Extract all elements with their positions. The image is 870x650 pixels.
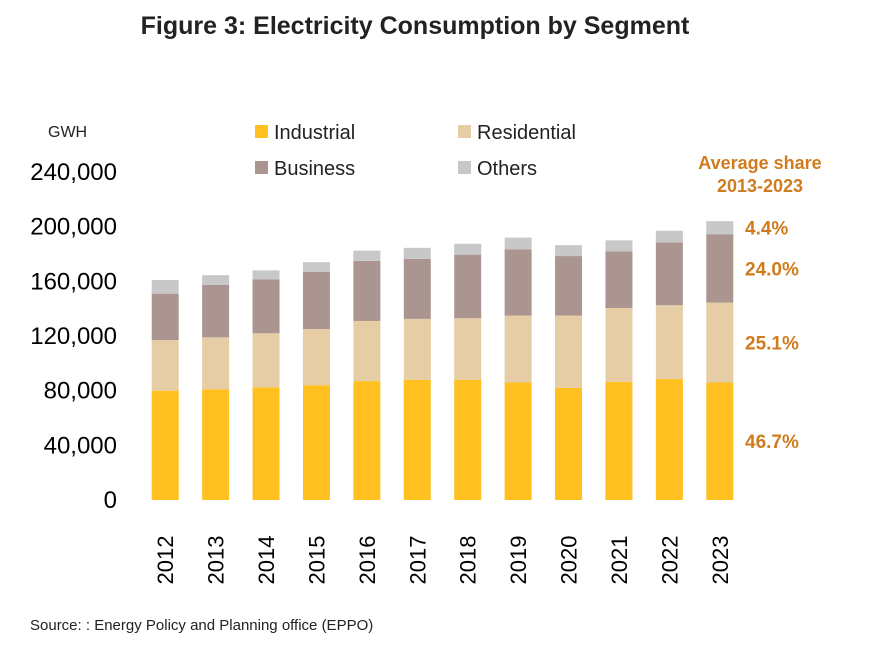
bar-stacks — [151, 221, 734, 500]
bar-segment-others — [151, 279, 179, 294]
bar-segment-business — [555, 256, 583, 316]
bar-segment-residential — [202, 337, 230, 390]
y-axis: 0 40,000 80,000 120,000 160,000 200,000 240,00… — [30, 159, 117, 514]
bar-segment-industrial — [252, 387, 280, 500]
bar-segment-industrial — [555, 387, 583, 500]
bar-segment-industrial — [706, 382, 734, 500]
bar-segment-others — [252, 270, 280, 280]
average-share-heading: Average share 2013-2023 — [690, 152, 830, 198]
legend-label-others: Others — [477, 158, 537, 180]
bar-segment-industrial — [504, 382, 532, 500]
bar-segment-others — [302, 262, 330, 272]
bar-segment-others — [706, 221, 734, 235]
bar-segment-residential — [252, 333, 280, 388]
bar-segment-business — [605, 251, 633, 308]
chart-title: Figure 3: Electricity Consumption by Seg… — [140, 12, 690, 40]
y-tick-label: 200,000 — [30, 214, 117, 241]
bar-segment-business — [706, 234, 734, 303]
y-tick-label: 0 — [104, 487, 117, 514]
x-tick-label: 2023 — [708, 536, 733, 585]
y-axis-unit-label: GWH — [48, 124, 87, 141]
legend-label-industrial: Industrial — [274, 122, 355, 144]
bar-segment-residential — [706, 302, 734, 383]
x-tick-label: 2021 — [607, 536, 632, 585]
legend-swatch-others — [458, 161, 471, 174]
legend: Industrial Residential Business Others — [255, 122, 576, 180]
bar-segment-business — [151, 293, 179, 341]
bar-segment-business — [454, 254, 482, 319]
bar-segment-others — [403, 247, 431, 259]
bar-segment-residential — [151, 340, 179, 391]
bar-segment-others — [202, 275, 230, 285]
y-tick-label: 80,000 — [44, 378, 117, 405]
x-tick-label: 2014 — [254, 536, 279, 585]
legend-label-residential: Residential — [477, 122, 576, 144]
bar-segment-others — [353, 250, 381, 261]
bar-segment-industrial — [353, 381, 381, 500]
average-share-labels: 4.4% 24.0% 25.1% 46.7% — [745, 219, 799, 454]
bar-segment-business — [202, 284, 230, 338]
bar-segment-others — [454, 243, 482, 255]
bar-segment-industrial — [202, 389, 230, 500]
legend-swatch-business — [255, 161, 268, 174]
bar-segment-industrial — [605, 381, 633, 500]
share-label-residential: 25.1% — [745, 333, 799, 354]
bar-segment-industrial — [655, 379, 683, 500]
y-tick-label: 240,000 — [30, 159, 117, 186]
y-tick-label: 160,000 — [30, 268, 117, 295]
x-tick-label: 2012 — [153, 536, 178, 585]
legend-swatch-residential — [458, 125, 471, 138]
bar-segment-business — [302, 271, 330, 330]
bar-segment-industrial — [151, 390, 179, 500]
bar-segment-industrial — [403, 379, 431, 500]
bar-segment-industrial — [302, 385, 330, 500]
x-tick-label: 2020 — [557, 536, 582, 585]
x-tick-label: 2015 — [304, 536, 329, 585]
bar-segment-others — [504, 237, 532, 250]
bar-segment-business — [655, 242, 683, 306]
source-note: Source: : Energy Policy and Planning off… — [30, 617, 374, 634]
legend-swatch-industrial — [255, 125, 268, 138]
bar-segment-business — [403, 258, 431, 319]
y-tick-label: 120,000 — [30, 323, 117, 350]
bar-segment-business — [252, 279, 280, 334]
average-share-heading-line-1: Average share — [698, 153, 822, 173]
x-tick-label: 2017 — [405, 536, 430, 585]
y-tick-label: 40,000 — [44, 432, 117, 459]
bar-segment-residential — [555, 315, 583, 388]
x-tick-label: 2013 — [204, 536, 229, 585]
bar-segment-industrial — [454, 379, 482, 500]
bar-segment-residential — [302, 329, 330, 386]
share-label-others: 4.4% — [745, 219, 788, 240]
share-label-industrial: 46.7% — [745, 432, 799, 453]
bar-segment-residential — [504, 315, 532, 383]
bar-segment-others — [605, 240, 633, 252]
bar-segment-others — [655, 230, 683, 243]
legend-label-business: Business — [274, 158, 355, 180]
average-share-heading-line-2: 2013-2023 — [716, 176, 804, 196]
x-tick-label: 2016 — [355, 536, 380, 585]
x-tick-label: 2022 — [657, 536, 682, 585]
x-tick-label: 2018 — [456, 536, 481, 585]
bar-segment-residential — [454, 318, 482, 380]
bar-segment-residential — [605, 307, 633, 382]
bar-segment-others — [555, 245, 583, 257]
bar-segment-residential — [655, 305, 683, 380]
bar-segment-residential — [353, 320, 381, 382]
bar-segment-business — [353, 260, 381, 321]
bar-segment-business — [504, 249, 532, 316]
share-label-business: 24.0% — [745, 259, 799, 280]
x-axis: 2012 2013 2014 2015 2016 2017 2018 2019 2020 2021… — [153, 536, 733, 585]
bar-segment-residential — [403, 318, 431, 380]
x-tick-label: 2019 — [506, 536, 531, 585]
